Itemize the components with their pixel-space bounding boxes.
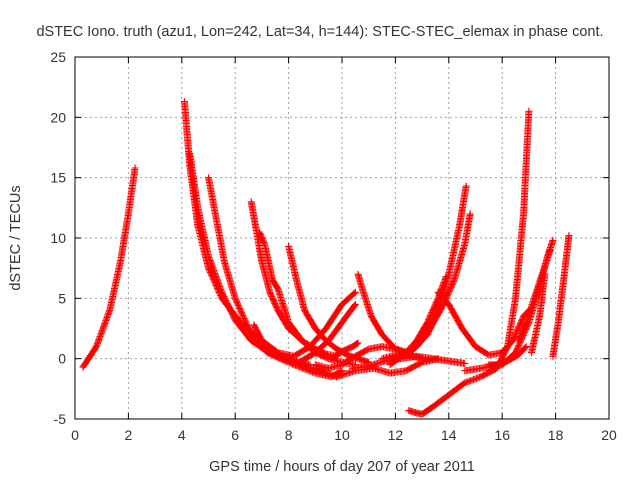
x-tick-label: 20 <box>601 427 617 443</box>
x-tick-label: 16 <box>494 427 510 443</box>
data-point-markers <box>549 232 573 360</box>
grid <box>75 57 609 419</box>
series-17 <box>402 273 450 357</box>
data-point-markers <box>514 246 554 345</box>
y-tick-label: 20 <box>50 109 66 125</box>
x-tick-label: 6 <box>231 427 239 443</box>
series-7 <box>285 242 373 366</box>
y-tick-label: 25 <box>50 49 66 65</box>
data-point-markers <box>79 164 139 371</box>
data-point-markers <box>434 288 533 359</box>
x-tick-label: 8 <box>285 427 293 443</box>
x-tick-label: 10 <box>334 427 350 443</box>
y-tick-label: 10 <box>50 230 66 246</box>
y-tick-label: 0 <box>58 351 66 367</box>
series-11 <box>327 339 362 363</box>
x-tick-label: 14 <box>441 427 457 443</box>
y-axis-label: dSTEC / TECUs <box>8 185 24 290</box>
y-tick-label: 15 <box>50 170 66 186</box>
series-23 <box>528 270 549 357</box>
data-point-markers <box>386 210 474 369</box>
plot-marks <box>79 98 573 418</box>
y-tick-label: 5 <box>58 290 66 306</box>
data-point-markers <box>279 300 359 366</box>
series-22 <box>514 246 554 345</box>
x-tick-label: 18 <box>548 427 564 443</box>
series-19 <box>434 288 533 359</box>
x-tick-label: 2 <box>125 427 133 443</box>
data-point-markers <box>285 242 373 366</box>
x-tick-label: 12 <box>388 427 404 443</box>
data-point-markers <box>528 270 549 357</box>
data-point-markers <box>402 273 450 357</box>
series-1 <box>79 164 139 371</box>
x-tick-label: 4 <box>178 427 186 443</box>
data-point-markers <box>327 339 362 363</box>
series-24 <box>549 232 573 360</box>
series-14 <box>333 355 442 381</box>
x-axis-label: GPS time / hours of day 207 of year 2011 <box>209 459 475 475</box>
series-9 <box>279 300 359 366</box>
x-tick-label: 0 <box>71 427 79 443</box>
series-16 <box>386 210 474 369</box>
chart-title: dSTEC Iono. truth (azu1, Lon=242, Lat=34… <box>36 24 603 40</box>
y-tick-label: -5 <box>54 411 67 427</box>
data-point-markers <box>333 355 442 381</box>
